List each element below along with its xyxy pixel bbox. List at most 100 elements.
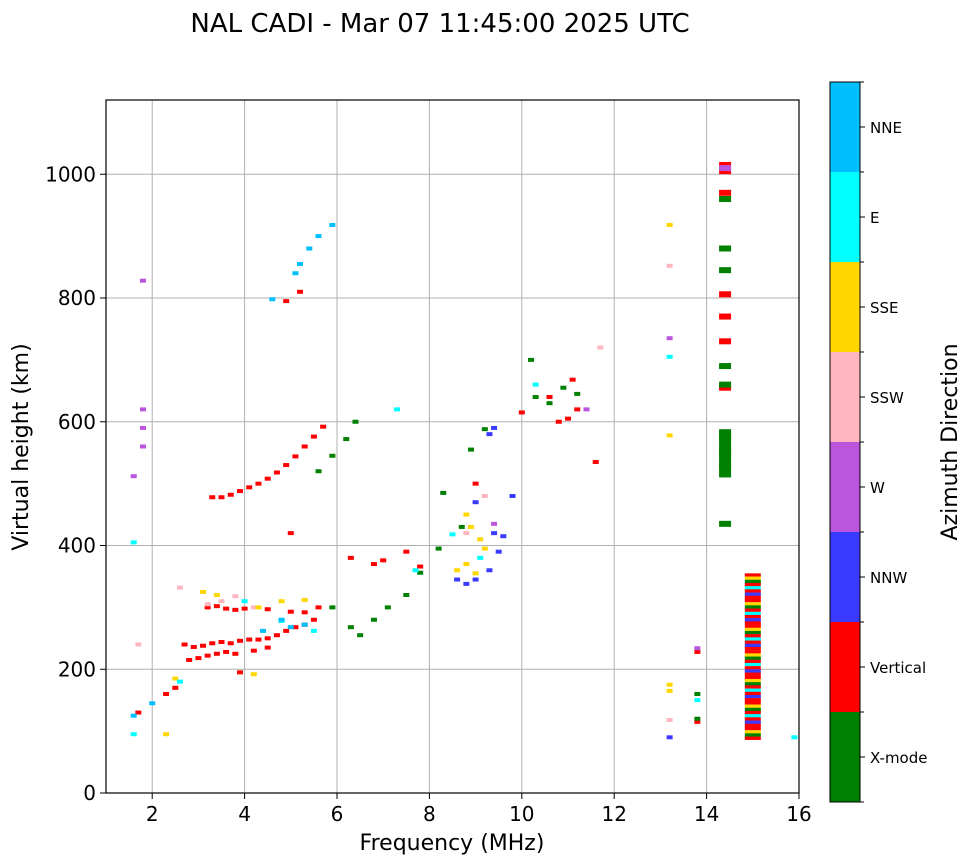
data-point-vertical [232, 651, 239, 656]
data-point-sse [255, 605, 262, 610]
data-point [744, 653, 761, 657]
colorbar-frame [829, 81, 861, 803]
colorbar-swatch-x-mode [830, 712, 860, 802]
data-point [744, 730, 761, 734]
data-point-vertical [403, 549, 410, 554]
data-point-w [694, 646, 701, 651]
data-point-x-mode [440, 490, 447, 495]
data-point-nne [287, 625, 294, 630]
data-point-vertical [218, 640, 225, 645]
data-point-vertical [273, 470, 280, 475]
data-point-x-mode [357, 633, 364, 638]
data-point-nnw [500, 534, 507, 539]
data-point-x-mode [574, 391, 581, 396]
data-point-sse [301, 597, 308, 602]
data-point-vertical [223, 606, 230, 611]
data-point [744, 624, 761, 628]
data-point-sse [213, 593, 220, 597]
data-point [744, 618, 761, 622]
data-point-w [130, 474, 137, 479]
data-point-vertical [200, 643, 207, 648]
data-point-x-mode [467, 447, 474, 452]
data-point-x-mode [458, 524, 465, 529]
data-point-vertical [292, 625, 299, 630]
data-point-vertical [283, 463, 290, 468]
data-point-x-mode [329, 605, 336, 610]
data-point-vertical [273, 633, 280, 638]
data-point-x-mode [694, 716, 701, 721]
data-point-x-mode [370, 617, 377, 622]
y-tick-label: 600 [58, 410, 96, 434]
colorbar-swatch-ssw [830, 352, 860, 442]
data-point-e [666, 354, 673, 359]
data-point [744, 707, 761, 712]
data-point-x-mode [719, 267, 732, 274]
data-point-e [176, 679, 183, 684]
data-point [744, 640, 761, 644]
y-axis-label: Virtual height (km) [9, 343, 34, 550]
plot-frame [105, 99, 800, 794]
data-point-x-mode [329, 453, 336, 458]
data-point [744, 630, 761, 635]
y-tick-label: 800 [58, 286, 96, 310]
colorbar-swatch-nnw [830, 532, 860, 622]
data-point-vertical [719, 338, 732, 345]
data-point-vertical [209, 641, 216, 646]
data-point-x-mode [528, 357, 535, 362]
data-point-vertical [172, 685, 179, 690]
data-point-sse [481, 546, 488, 551]
data-point-ssw [204, 602, 211, 607]
colorbar-swatch-vertical [830, 622, 860, 712]
azimuth-colorbar: X-mode Vertical NNW W SSW SSE E NNE [829, 81, 927, 803]
data-point-vertical [246, 485, 253, 490]
data-point-x-mode [694, 692, 701, 696]
chart-title: NAL CADI - Mar 07 11:45:00 2025 UTC [190, 9, 689, 39]
x-tick-label: 8 [423, 802, 436, 826]
data-point [744, 688, 761, 692]
data-point [744, 726, 761, 731]
data-point-vertical [297, 289, 304, 294]
data-point-vertical [719, 291, 732, 298]
data-point-x-mode [481, 427, 488, 432]
data-point [744, 656, 761, 660]
data-point [744, 627, 761, 632]
data-point-vertical [310, 434, 317, 439]
data-point-vertical [236, 670, 243, 675]
data-point [744, 650, 761, 654]
data-point-vertical [546, 395, 553, 399]
data-point-nne [301, 622, 308, 627]
data-point-ssw [232, 594, 239, 599]
data-point-vertical [195, 656, 202, 661]
data-point-ssw [463, 531, 470, 536]
data-point-sse [454, 568, 461, 573]
colorbar-tick-label: X-mode [870, 749, 927, 767]
data-point-vertical [472, 481, 479, 486]
colorbar-tick-label: NNE [870, 119, 902, 137]
colorbar-tick-label: NNW [870, 569, 907, 587]
x-tick-label: 2 [146, 802, 159, 826]
data-point [744, 736, 761, 740]
data-point-sse [200, 589, 207, 594]
data-point-vertical [283, 628, 290, 633]
data-point-x-mode [532, 395, 539, 399]
data-point-vertical [227, 492, 234, 497]
data-point-vertical [310, 617, 317, 622]
data-point-nne [278, 617, 285, 622]
data-point-vertical [264, 607, 271, 612]
data-point-vertical [264, 636, 271, 641]
data-point-vertical [380, 558, 387, 563]
colorbar-swatch-e [830, 172, 860, 262]
x-tick-label: 4 [238, 802, 251, 826]
data-point-w [719, 165, 732, 172]
data-point [744, 691, 761, 696]
data-point-sse [666, 433, 673, 438]
data-point-vertical [255, 637, 262, 642]
data-point-x-mode [352, 419, 359, 424]
data-point-vertical [301, 610, 308, 615]
data-point-vertical [204, 605, 211, 610]
data-point-vertical [250, 648, 257, 653]
data-point-vertical [287, 531, 294, 536]
x-axis-label: Frequency (MHz) [360, 831, 545, 856]
data-point-vertical [719, 168, 732, 175]
